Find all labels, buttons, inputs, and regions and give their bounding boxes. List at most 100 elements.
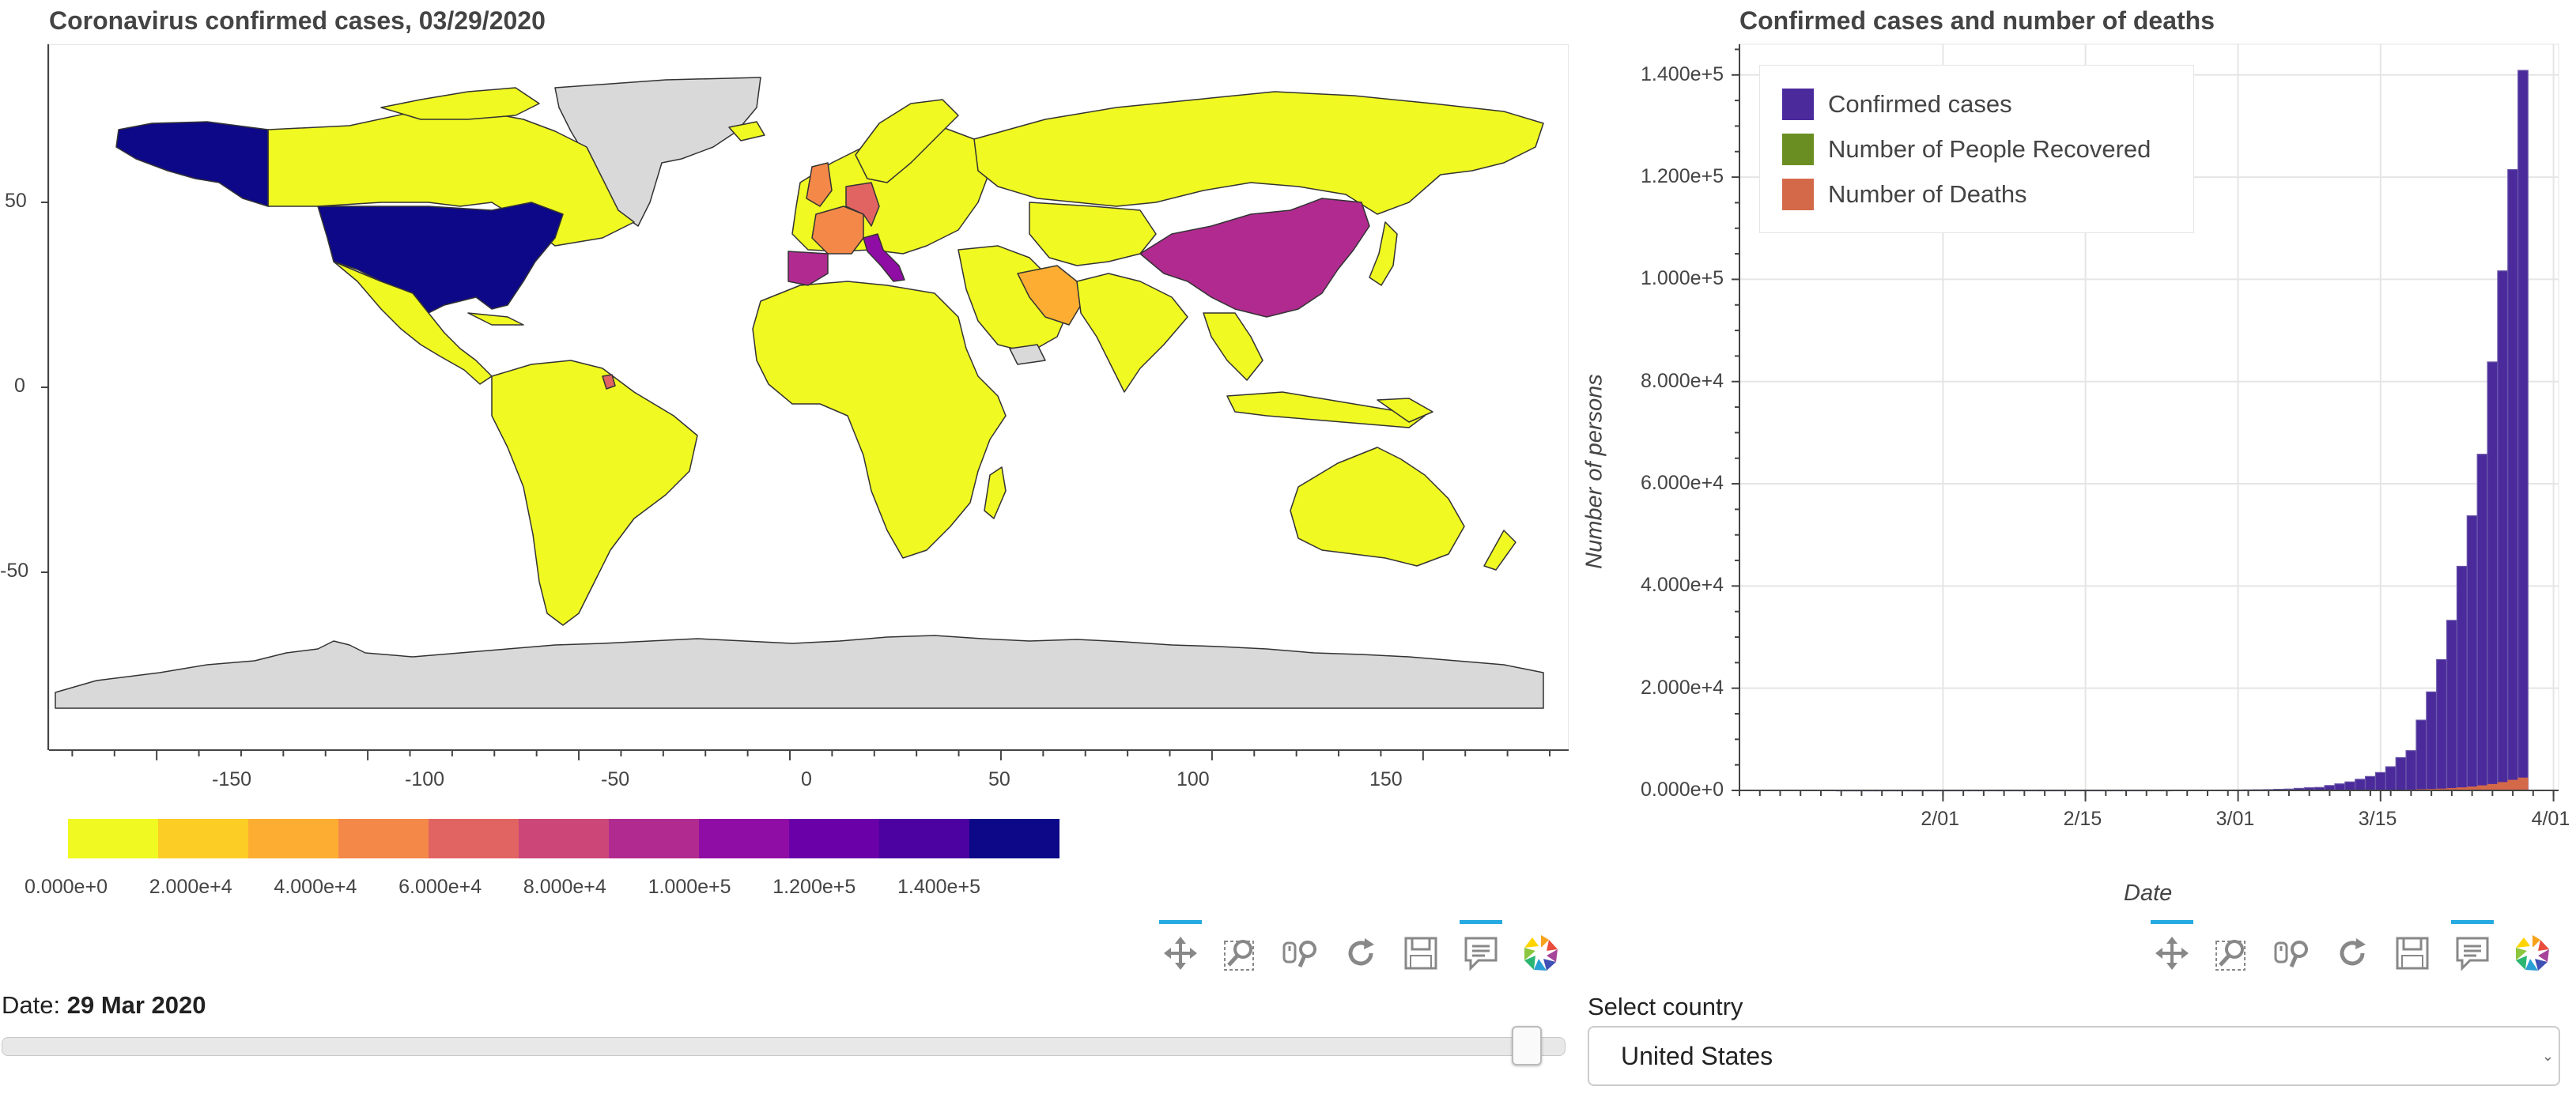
country-papua-new-guinea bbox=[1377, 398, 1433, 423]
country-new-zealand bbox=[1483, 530, 1517, 571]
pan-icon[interactable] bbox=[1159, 920, 1202, 975]
country-usa bbox=[317, 202, 564, 314]
bar-confirmed bbox=[2446, 620, 2457, 791]
country-uk bbox=[806, 162, 833, 207]
colorbar-swatch bbox=[879, 819, 969, 858]
colorbar-label: 1.200e+5 bbox=[772, 876, 856, 898]
box-zoom-icon[interactable] bbox=[1219, 931, 1262, 975]
colorbar-label: 0.000e+0 bbox=[25, 876, 108, 898]
bar-confirmed bbox=[2334, 783, 2346, 791]
country-japan bbox=[1369, 221, 1398, 286]
bar-confirmed bbox=[2476, 454, 2488, 791]
chart-ylabel: Number of persons bbox=[1581, 374, 1607, 569]
bar-confirmed bbox=[2344, 781, 2356, 791]
colorbar-swatch bbox=[68, 819, 158, 858]
country-select[interactable]: United States ⌄ bbox=[1588, 1026, 2560, 1086]
bar-confirmed bbox=[2497, 270, 2509, 791]
world-map[interactable] bbox=[49, 44, 1569, 750]
bar-confirmed bbox=[2426, 691, 2438, 791]
country-french-guiana bbox=[602, 374, 616, 390]
legend-item-deaths[interactable]: Number of Deaths bbox=[1782, 172, 2193, 217]
legend-item-confirmed[interactable]: Confirmed cases bbox=[1782, 81, 2193, 126]
bar-confirmed bbox=[2517, 70, 2529, 791]
colorbar-swatch bbox=[429, 819, 519, 858]
country-iceland bbox=[728, 121, 765, 141]
chart-ytick-label: 1.400e+5 bbox=[1641, 62, 1724, 85]
country-italy bbox=[863, 233, 905, 282]
chart-xtick-label: 2/15 bbox=[2063, 808, 2102, 830]
chart-legend[interactable]: Confirmed cases Number of People Recover… bbox=[1759, 65, 2194, 233]
map-y-axis bbox=[41, 44, 49, 750]
colorbar-label: 4.000e+4 bbox=[274, 876, 357, 898]
country-cuba bbox=[467, 312, 524, 326]
map-xtick: -100 bbox=[405, 768, 445, 790]
colorbar-label: 8.000e+4 bbox=[523, 876, 606, 898]
date-slider-track[interactable] bbox=[2, 1037, 1566, 1056]
map-xtick: 50 bbox=[988, 768, 1010, 790]
bar-confirmed bbox=[2466, 515, 2478, 791]
reset-icon[interactable] bbox=[1339, 931, 1382, 975]
colorbar-swatch bbox=[338, 819, 429, 858]
pan-icon[interactable] bbox=[2151, 920, 2193, 975]
chart-ytick-label: 2.000e+4 bbox=[1641, 676, 1724, 699]
chart-ytick-label: 4.000e+4 bbox=[1641, 574, 1724, 597]
country-usa-alaska bbox=[115, 121, 269, 207]
bar-deaths bbox=[2487, 783, 2498, 791]
date-label-prefix: Date: bbox=[2, 991, 67, 1019]
bokeh-logo-icon[interactable] bbox=[2511, 931, 2554, 975]
map-xtick: -150 bbox=[212, 768, 252, 790]
chevron-down-icon: ⌄ bbox=[2541, 1047, 2554, 1064]
wheel-zoom-icon[interactable] bbox=[2271, 931, 2313, 975]
legend-item-recovered[interactable]: Number of People Recovered bbox=[1782, 126, 2193, 172]
colorbar-swatch bbox=[158, 819, 248, 858]
chart-ytick-label: 1.200e+5 bbox=[1641, 165, 1724, 188]
country-australia bbox=[1290, 447, 1465, 567]
map-ytick: 50 bbox=[5, 190, 27, 212]
bar-confirmed bbox=[2355, 779, 2366, 791]
save-icon[interactable] bbox=[2391, 931, 2434, 975]
legend-swatch-confirmed bbox=[1782, 88, 1814, 120]
wheel-zoom-icon[interactable] bbox=[1279, 931, 1322, 975]
save-icon[interactable] bbox=[1399, 931, 1442, 975]
date-slider-handle[interactable] bbox=[1512, 1026, 1542, 1065]
bar-confirmed bbox=[2415, 719, 2427, 791]
bokeh-logo-icon[interactable] bbox=[1520, 931, 1562, 975]
reset-icon[interactable] bbox=[2331, 931, 2374, 975]
country-yemen bbox=[1009, 344, 1046, 365]
bar-confirmed bbox=[2436, 658, 2447, 791]
bar-confirmed bbox=[2365, 775, 2376, 791]
chart-xtick-label: 2/01 bbox=[1921, 808, 1960, 830]
country-germany bbox=[845, 182, 880, 227]
colorbar-label: 1.400e+5 bbox=[897, 876, 980, 898]
country-france bbox=[811, 206, 864, 255]
region-south-asia bbox=[1076, 273, 1188, 393]
chart-ytick-label: 1.000e+5 bbox=[1641, 267, 1724, 290]
chart-ytick-label: 0.000e+0 bbox=[1641, 779, 1724, 801]
region-central-asia bbox=[1029, 202, 1157, 266]
hover-icon[interactable] bbox=[1460, 920, 1502, 975]
chart-xtick-label: 3/15 bbox=[2358, 808, 2397, 830]
country-china bbox=[1139, 198, 1370, 318]
region-indonesia bbox=[1226, 391, 1426, 428]
chart-title: Confirmed cases and number of deaths bbox=[1739, 6, 2215, 35]
country-madagascar bbox=[984, 466, 1007, 519]
colorbar-swatch bbox=[248, 819, 338, 858]
colorbar-swatch bbox=[519, 819, 609, 858]
cases-chart[interactable] bbox=[1732, 43, 2568, 830]
colorbar bbox=[68, 819, 1059, 858]
country-mexico bbox=[333, 261, 493, 385]
bar-confirmed bbox=[2395, 756, 2407, 791]
hover-icon[interactable] bbox=[2451, 920, 2494, 975]
bar-confirmed bbox=[2405, 750, 2417, 791]
country-select-label: Select country bbox=[1588, 993, 1743, 1020]
colorbar-label: 1.000e+5 bbox=[648, 876, 731, 898]
map-x-axis bbox=[49, 749, 1569, 760]
country-russia bbox=[973, 91, 1544, 215]
legend-swatch-recovered bbox=[1782, 133, 1814, 165]
legend-swatch-deaths bbox=[1782, 178, 1814, 210]
box-zoom-icon[interactable] bbox=[2211, 931, 2253, 975]
colorbar-label: 6.000e+4 bbox=[398, 876, 482, 898]
bar-deaths bbox=[2517, 777, 2529, 791]
region-antarctica bbox=[55, 635, 1544, 709]
region-southeast-asia bbox=[1203, 312, 1263, 381]
